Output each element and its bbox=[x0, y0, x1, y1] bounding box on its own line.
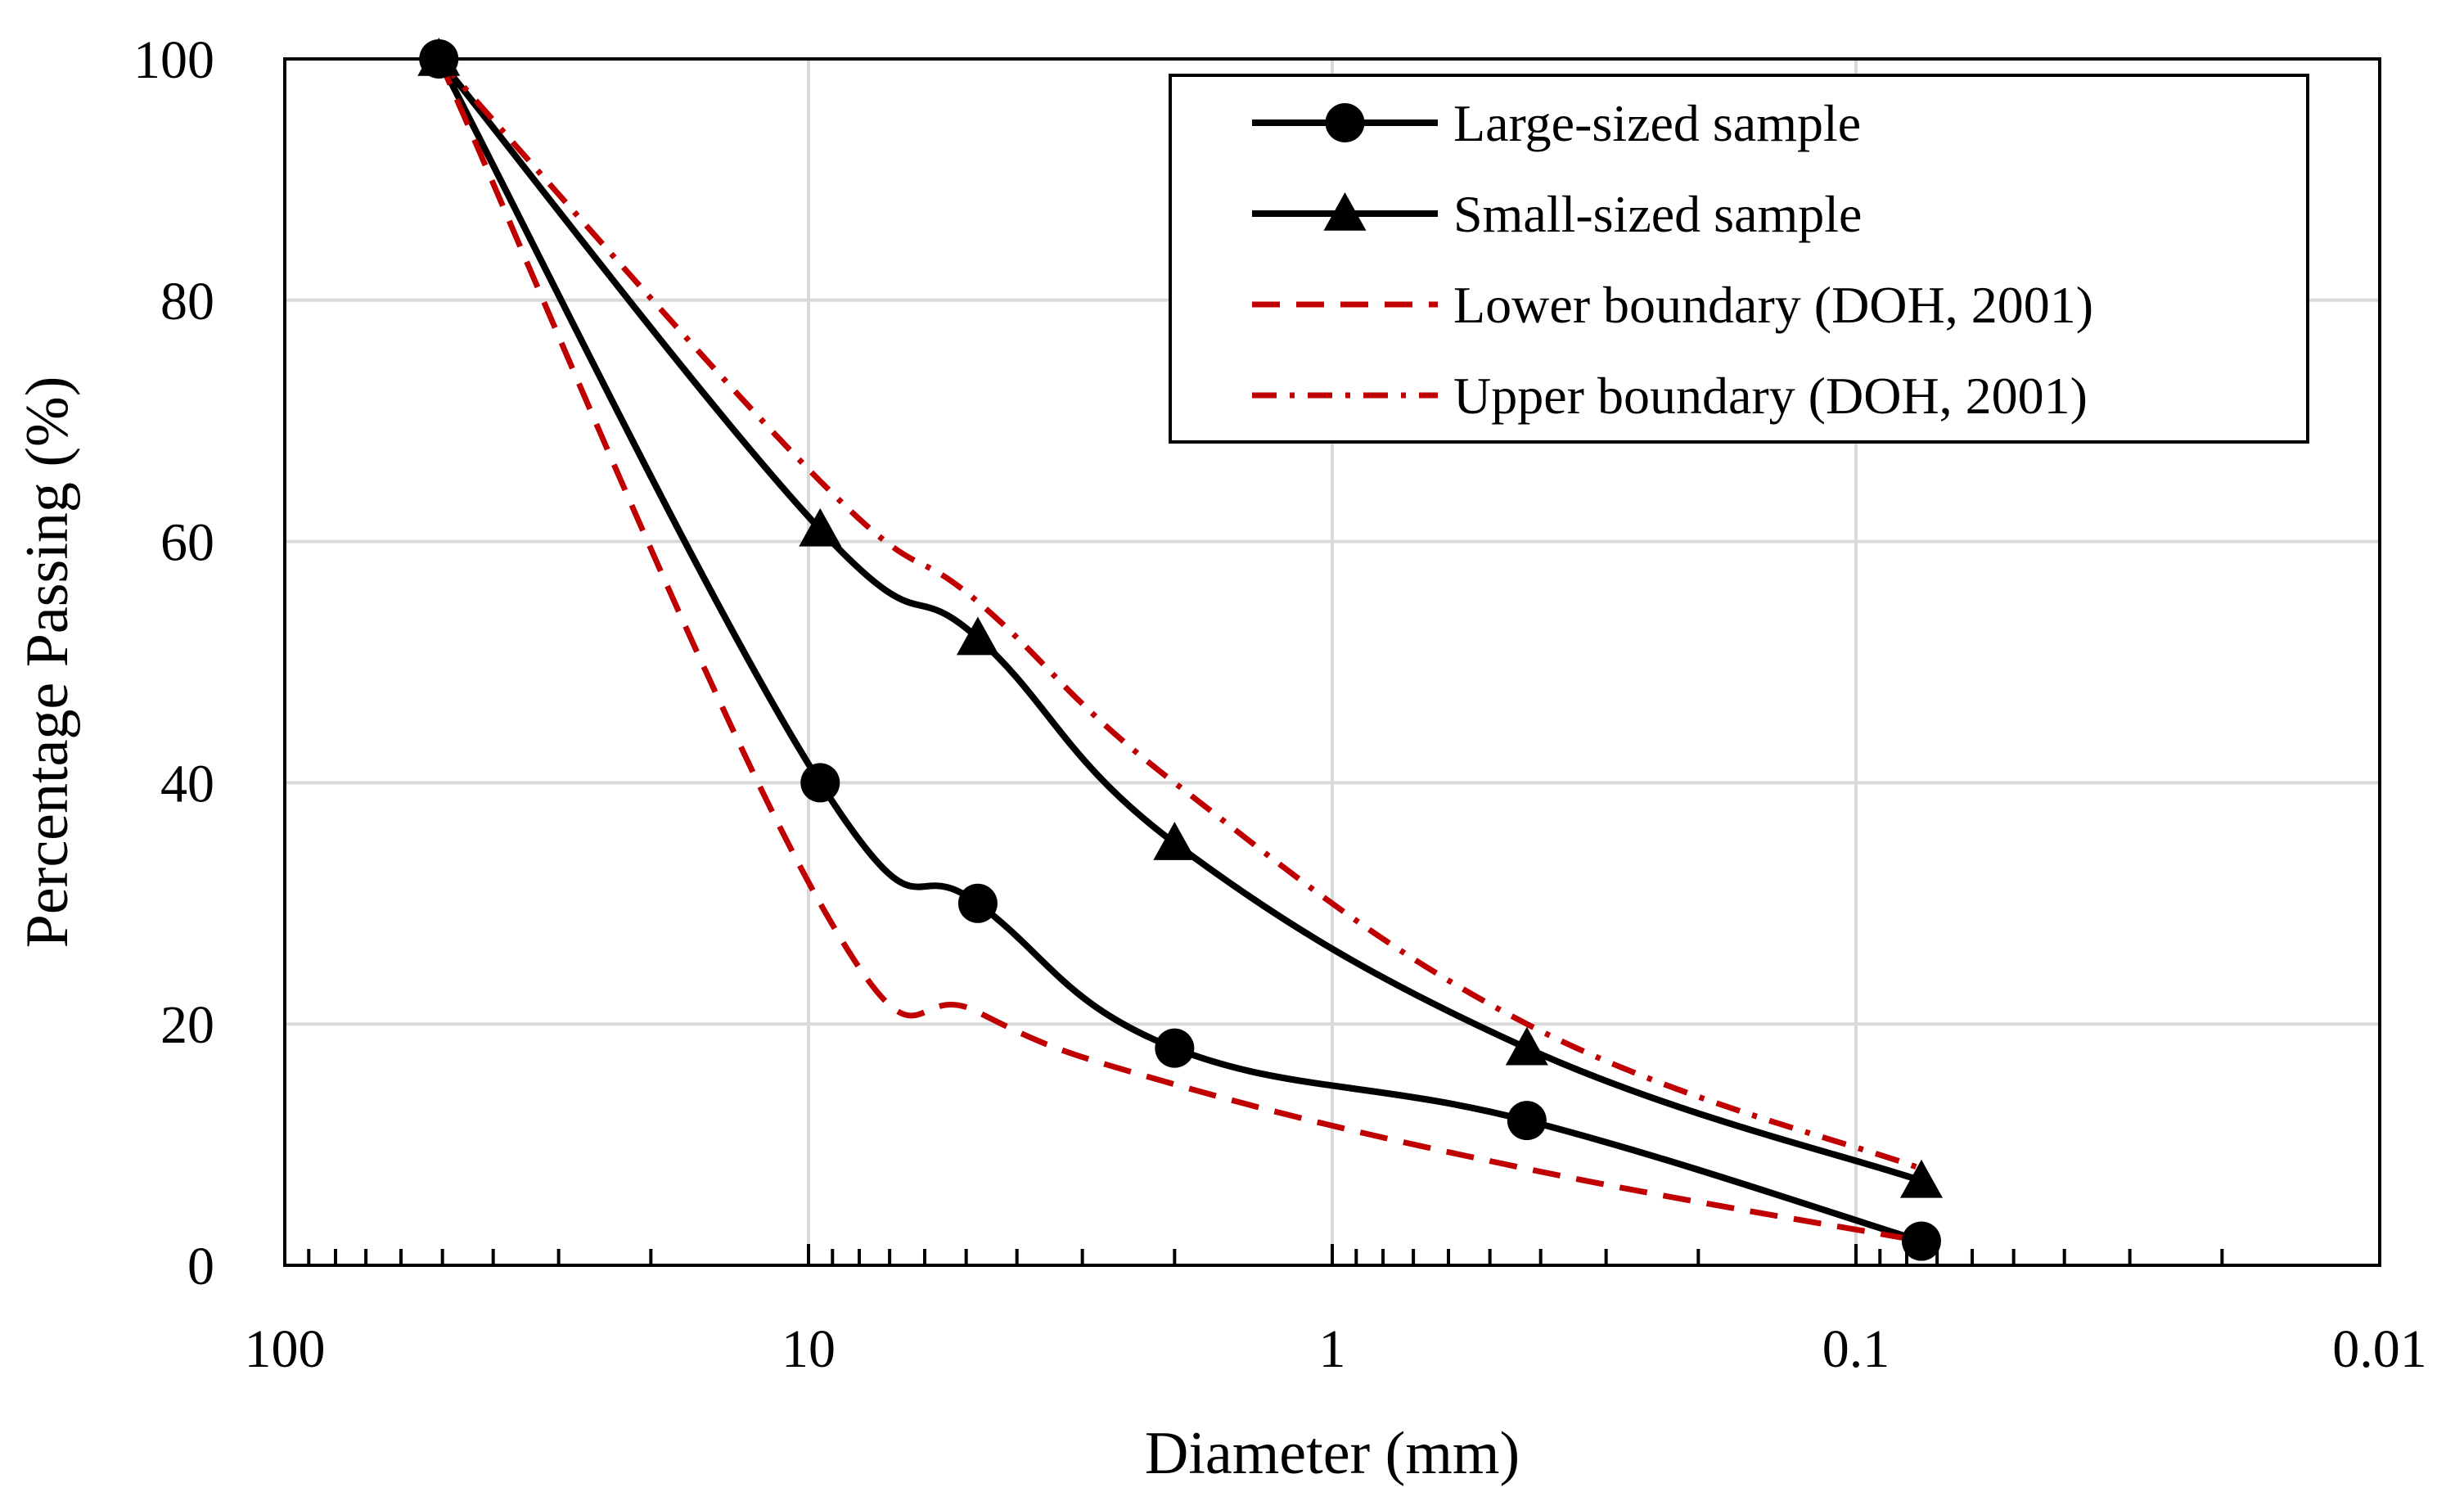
x-tick-label: 100 bbox=[245, 1319, 326, 1379]
legend-label: Large-sized sample bbox=[1453, 94, 1861, 152]
x-tick-label: 0.01 bbox=[2332, 1319, 2427, 1379]
legend: Large-sized sample Small-sized sample Lowe… bbox=[1169, 74, 2309, 444]
data-point-small-sized-sample bbox=[417, 38, 461, 76]
data-point-large-sized-sample bbox=[800, 763, 840, 803]
data-point-large-sized-sample bbox=[1901, 1221, 1941, 1261]
y-tick-label: 80 bbox=[160, 272, 214, 331]
data-point-large-sized-sample bbox=[1155, 1028, 1195, 1068]
legend-marker-large-sized-sample bbox=[1325, 103, 1365, 142]
series-markers bbox=[417, 38, 1943, 1261]
legend-marker-small-sized-sample bbox=[1323, 192, 1367, 231]
y-tick-label: 40 bbox=[160, 754, 214, 814]
y-axis-title: Percentage Passing (%) bbox=[14, 376, 81, 949]
y-tick-label: 60 bbox=[160, 513, 214, 573]
x-tick-label: 10 bbox=[782, 1319, 836, 1379]
x-axis-title: Diameter (mm) bbox=[1145, 1420, 1520, 1487]
x-axis-tick-labels: 100 10 1 0.1 0.01 bbox=[245, 1319, 2427, 1379]
data-point-large-sized-sample bbox=[1507, 1101, 1547, 1141]
legend-box bbox=[1169, 74, 2309, 444]
data-point-small-sized-sample bbox=[799, 507, 842, 547]
data-point-small-sized-sample bbox=[1505, 1026, 1548, 1066]
x-tick-label: 1 bbox=[1319, 1319, 1346, 1379]
legend-label: Upper boundary (DOH, 2001) bbox=[1453, 367, 2088, 425]
legend-label: Lower boundary (DOH, 2001) bbox=[1453, 276, 2093, 334]
data-point-small-sized-sample bbox=[1153, 822, 1196, 860]
y-tick-label: 20 bbox=[160, 995, 214, 1055]
series-line-small-sized-sample bbox=[436, 56, 1923, 1184]
data-point-large-sized-sample bbox=[957, 883, 998, 923]
series-line-upper-boundary-doh-2001 bbox=[436, 56, 1923, 1172]
y-tick-label: 0 bbox=[187, 1237, 214, 1296]
data-point-small-sized-sample bbox=[1899, 1159, 1943, 1198]
series-lines bbox=[435, 56, 1923, 1245]
data-point-small-sized-sample bbox=[956, 616, 999, 656]
y-axis-tick-labels: 0 20 40 60 80 100 bbox=[133, 30, 214, 1296]
series-line-lower-boundary-doh-2001 bbox=[436, 57, 1922, 1244]
series-line-large-sized-sample bbox=[435, 57, 1923, 1245]
plot-area-frame bbox=[283, 57, 2381, 1267]
x-tick-label: 0.1 bbox=[1822, 1319, 1890, 1379]
y-tick-label: 100 bbox=[133, 30, 214, 90]
minor-ticks bbox=[307, 1244, 2381, 1265]
legend-label: Small-sized sample bbox=[1453, 185, 1862, 243]
